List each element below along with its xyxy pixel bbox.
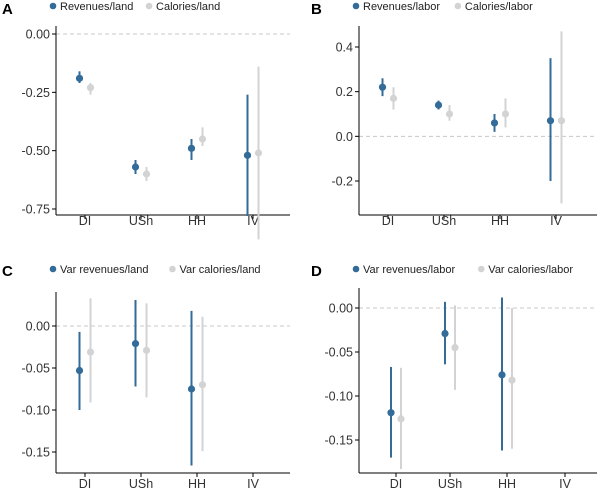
- data-point: [378, 83, 387, 91]
- data-point: [86, 84, 95, 92]
- legend-label: Var revenues/land: [60, 264, 148, 276]
- x-tick-label: HH: [188, 214, 206, 228]
- data-point: [142, 346, 151, 354]
- legend-marker: [352, 2, 360, 10]
- data-point: [501, 110, 510, 118]
- y-tick-label: -0.2: [331, 175, 353, 189]
- panel-a: A Revenues/land Calories/land 0.00 -0.25 -0.5…: [2, 1, 290, 240]
- data-point: [131, 163, 140, 171]
- y-tick-label: 0.4: [336, 41, 353, 55]
- legend-marker: [49, 2, 57, 10]
- x-tick-label: IV: [550, 214, 562, 228]
- legend-marker: [454, 2, 462, 10]
- legend-marker: [145, 2, 153, 10]
- y-tick-label: 0.00: [329, 302, 353, 316]
- y-tick-label: -0.75: [22, 203, 51, 217]
- y-tick-label: -0.10: [325, 390, 354, 404]
- legend-label: Var calories/labor: [488, 264, 573, 276]
- x-tick-label: USh: [129, 477, 153, 491]
- data-point: [198, 135, 207, 143]
- legend-label: Calories/labor: [465, 1, 533, 13]
- data-point: [198, 381, 207, 389]
- panel-d: D Var revenues/labor Var calories/labor 0.0…: [311, 263, 597, 491]
- data-point: [75, 74, 84, 82]
- data-point: [451, 344, 459, 352]
- data-point: [434, 101, 443, 109]
- legend-label: Calories/land: [156, 1, 220, 13]
- data-point: [75, 366, 84, 375]
- panel-label: B: [311, 1, 322, 18]
- y-tick-label: -0.15: [22, 446, 51, 460]
- x-tick-label: USh: [438, 477, 462, 491]
- y-tick-label: -0.50: [22, 144, 51, 158]
- x-tick-label: IV: [247, 477, 259, 491]
- data-point: [557, 117, 566, 125]
- x-tick-label: IV: [559, 477, 571, 491]
- y-tick-label: -0.15: [325, 434, 354, 448]
- legend-marker: [478, 265, 485, 273]
- y-tick-label: -0.10: [22, 404, 51, 418]
- data-point: [387, 409, 395, 417]
- data-point: [546, 117, 555, 125]
- data-point: [397, 415, 405, 423]
- data-point: [490, 119, 499, 127]
- x-tick-label: DI: [79, 214, 92, 228]
- legend-marker: [352, 265, 360, 273]
- legend-marker: [49, 265, 57, 273]
- data-point: [86, 348, 95, 356]
- data-point: [142, 170, 151, 178]
- y-tick-label: 0.2: [336, 85, 353, 99]
- x-tick-label: IV: [247, 214, 259, 228]
- x-tick-label: USh: [129, 214, 153, 228]
- legend-label: Revenues/labor: [363, 1, 440, 13]
- data-point: [187, 144, 196, 152]
- legend-label: Revenues/land: [60, 1, 133, 13]
- panel-b: B Revenues/labor Calories/labor 0.4 0.2 0.0 -0…: [311, 1, 597, 228]
- panel-c: C Var revenues/land Var calories/land 0.00 -…: [2, 263, 290, 491]
- panel-label: C: [2, 263, 13, 280]
- legend-label: Var revenues/labor: [363, 264, 455, 276]
- data-point: [441, 329, 449, 338]
- data-point: [187, 385, 196, 393]
- y-tick-label: 0.0: [336, 130, 353, 144]
- data-point: [445, 110, 454, 118]
- y-tick-label: -0.05: [325, 346, 354, 360]
- x-tick-label: DI: [79, 477, 92, 491]
- x-tick-label: HH: [491, 214, 509, 228]
- x-tick-label: HH: [188, 477, 206, 491]
- legend-label: Var calories/land: [179, 264, 260, 276]
- y-tick-label: 0.00: [26, 320, 50, 334]
- x-tick-label: USh: [432, 214, 456, 228]
- x-tick-label: DI: [390, 477, 403, 491]
- y-tick-label: -0.05: [22, 362, 51, 376]
- data-point: [389, 94, 398, 102]
- data-point: [508, 376, 516, 384]
- data-point: [243, 151, 252, 159]
- data-point: [254, 149, 263, 157]
- y-tick-label: 0.00: [26, 28, 50, 42]
- panel-label: D: [311, 263, 322, 280]
- x-tick-label: HH: [498, 477, 516, 491]
- data-point: [498, 371, 506, 379]
- data-point: [131, 340, 140, 348]
- x-tick-label: DI: [382, 214, 395, 228]
- panel-label: A: [2, 1, 13, 18]
- y-tick-label: -0.25: [22, 86, 51, 100]
- legend-marker: [169, 265, 176, 273]
